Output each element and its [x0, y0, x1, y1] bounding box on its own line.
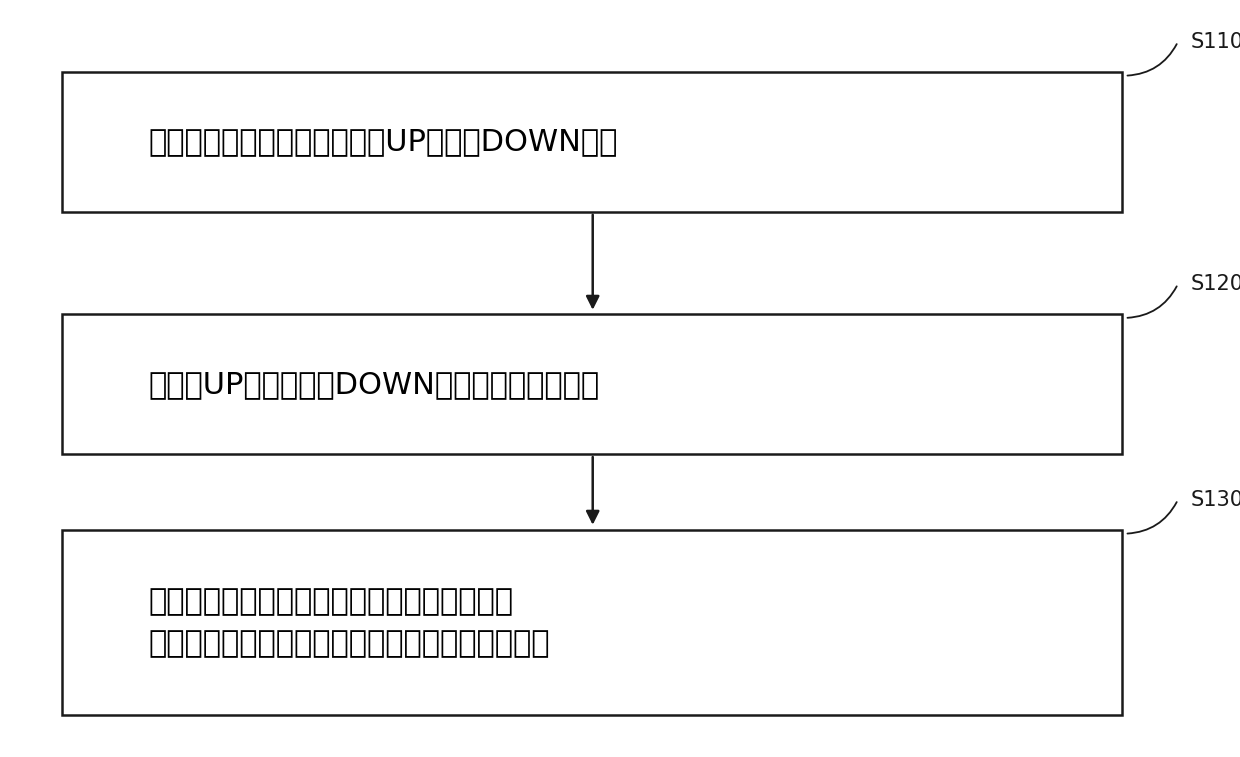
Text: S130: S130: [1190, 490, 1240, 509]
Text: 将所述UP脉冲和所述DOWN脉冲相减得到净脉冲: 将所述UP脉冲和所述DOWN脉冲相减得到净脉冲: [149, 369, 600, 399]
FancyBboxPatch shape: [62, 314, 1122, 454]
FancyBboxPatch shape: [62, 72, 1122, 212]
Text: S120: S120: [1190, 274, 1240, 294]
Text: 检测出锁相环的鉴相器输出的UP脉冲和DOWN脉冲: 检测出锁相环的鉴相器输出的UP脉冲和DOWN脉冲: [149, 127, 619, 157]
Text: S110: S110: [1190, 32, 1240, 51]
FancyBboxPatch shape: [62, 530, 1122, 715]
Text: 判断所述净脉冲的宽度是否小于设定的锁定判
决阈值，如果是，则判定所述锁相环处于锁定状态: 判断所述净脉冲的宽度是否小于设定的锁定判 决阈值，如果是，则判定所述锁相环处于锁…: [149, 587, 551, 659]
